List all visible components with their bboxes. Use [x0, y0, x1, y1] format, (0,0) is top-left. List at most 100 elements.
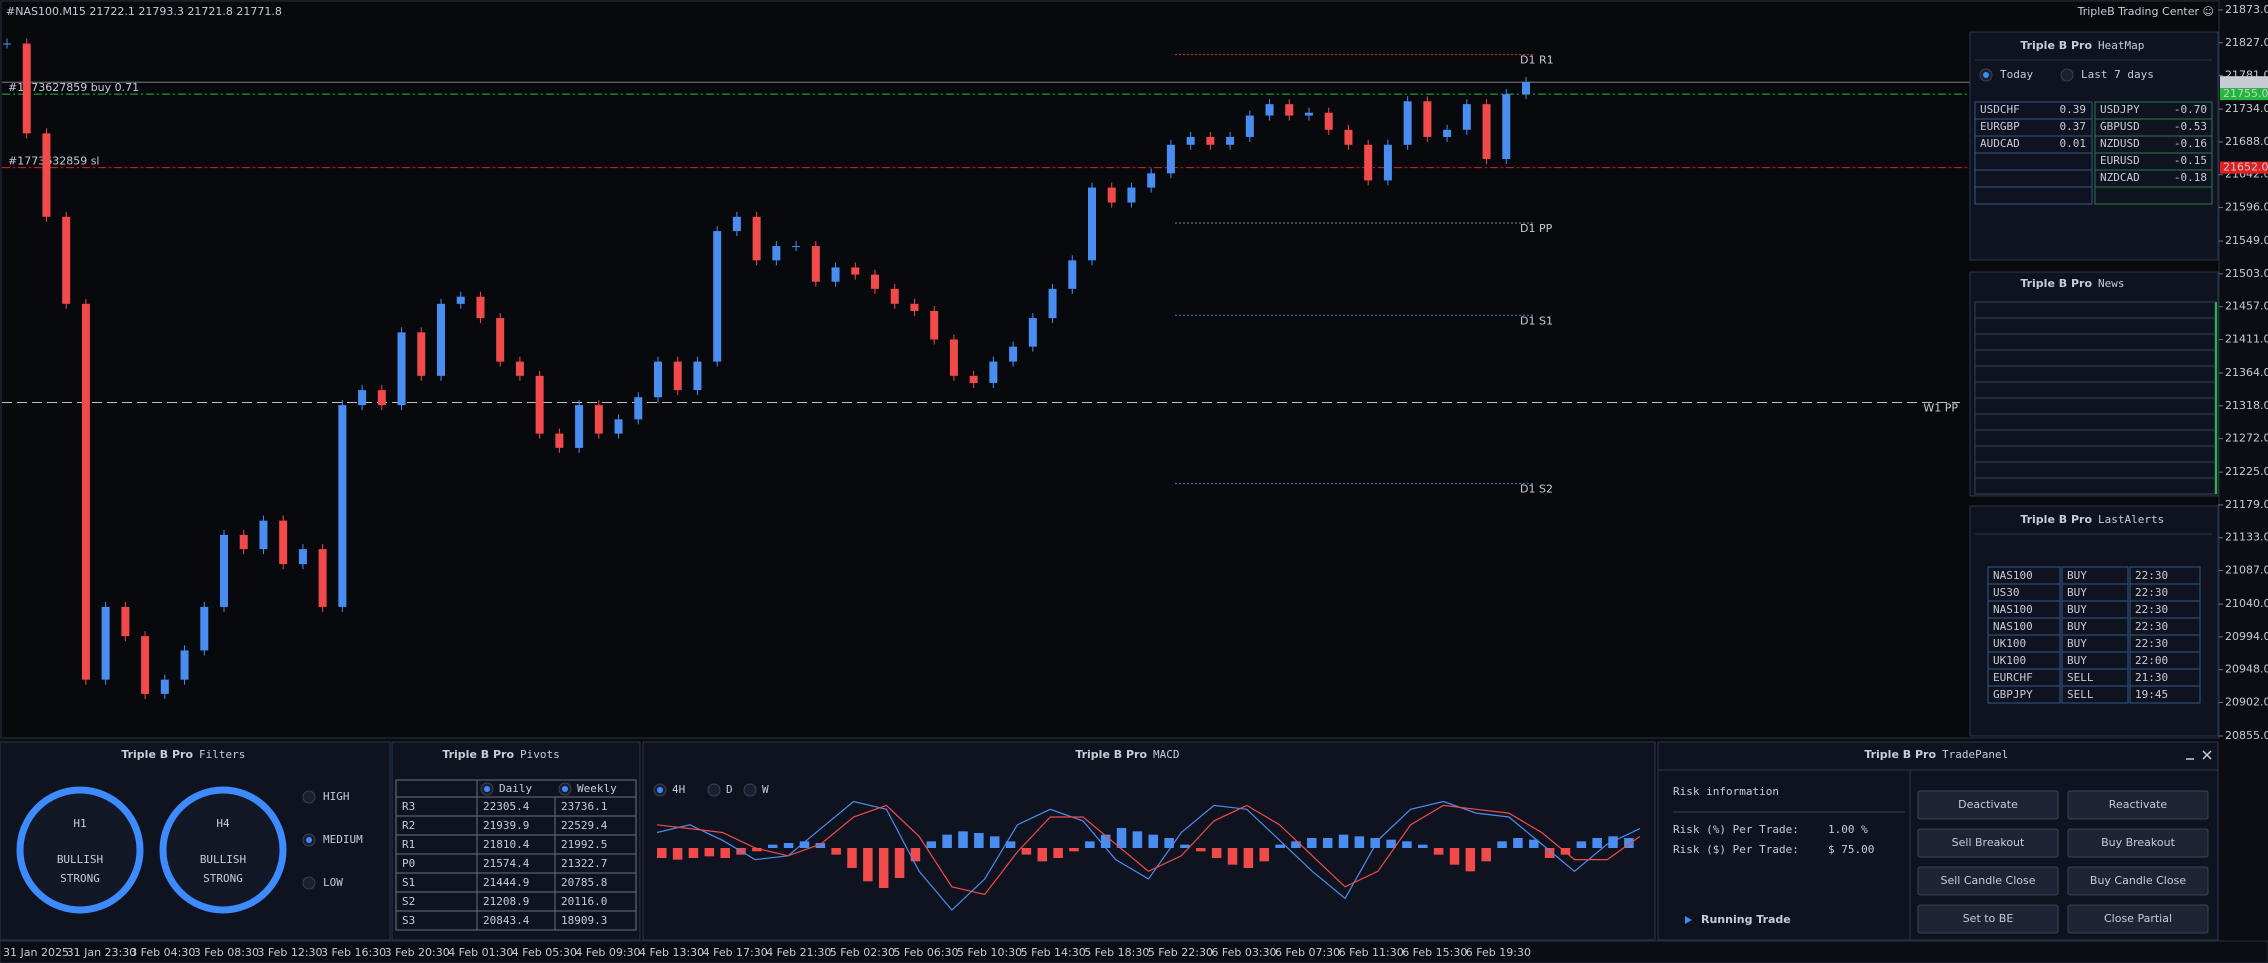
gauge-text: BULLISH — [57, 853, 103, 866]
macd-bar — [926, 841, 937, 848]
trade-button-label[interactable]: Sell Candle Close — [1940, 874, 2035, 887]
pivot-value: 22305.4 — [483, 800, 530, 813]
candle — [732, 216, 741, 232]
price-box-label: 21652.0 — [2223, 161, 2268, 174]
candle — [496, 318, 505, 362]
radio[interactable] — [302, 790, 316, 804]
trade-button[interactable] — [2067, 828, 2209, 858]
daily-level-label: D1 R1 — [1520, 54, 1554, 67]
radio-dot — [657, 787, 663, 793]
candle — [594, 405, 603, 434]
panel-brand: Triple B Pro — [1864, 748, 1936, 761]
gauge — [159, 786, 287, 914]
radio[interactable] — [302, 876, 316, 890]
trade-button-label[interactable]: Deactivate — [1958, 798, 2018, 811]
filter-level[interactable]: HIGH — [323, 790, 350, 803]
heat-value: -0.18 — [2174, 171, 2207, 184]
radio[interactable] — [743, 783, 757, 797]
price-box — [2220, 88, 2268, 101]
filter-level[interactable]: MEDIUM — [323, 833, 363, 846]
risk-label: Risk ($) Per Trade: — [1673, 843, 1799, 856]
candle — [180, 650, 189, 680]
panel — [1969, 505, 2219, 737]
macd-bar — [894, 848, 905, 878]
trade-button-label[interactable]: Set to BE — [1963, 912, 2014, 925]
trade-button-label[interactable]: Buy Breakout — [2101, 836, 2176, 849]
alert-side: BUY — [2067, 586, 2087, 599]
panel-brand: Triple B Pro — [121, 748, 193, 761]
candle — [871, 274, 879, 289]
trade-button-label[interactable]: Sell Breakout — [1952, 836, 2025, 849]
brand-label: TripleB Trading Center ☺ — [2077, 5, 2214, 18]
macd-timeframe[interactable]: W — [762, 783, 769, 796]
candle — [1305, 112, 1313, 116]
radio[interactable] — [2060, 68, 2074, 82]
macd-bar — [1481, 848, 1491, 862]
trade-button-label[interactable]: Buy Candle Close — [2090, 874, 2186, 887]
macd-bar — [1227, 848, 1238, 865]
macd-bar — [1259, 848, 1269, 862]
trade-button[interactable] — [2067, 790, 2209, 820]
macd-timeframe[interactable]: 4H — [672, 783, 685, 796]
y-tick-label: 21133.0 — [2225, 531, 2268, 544]
trade-button[interactable] — [1917, 790, 2059, 820]
last-price-box — [2220, 76, 2268, 89]
panel-brand: Triple B Pro — [2020, 277, 2092, 290]
candle — [772, 246, 781, 261]
candle — [949, 339, 958, 376]
x-tick-label: 6 Feb 11:30 — [1339, 946, 1404, 959]
macd-line — [656, 800, 1641, 911]
pivot-value: 23736.1 — [561, 800, 607, 813]
macd-bar — [1037, 848, 1048, 862]
x-tick-label: 4 Feb 09:30 — [575, 946, 640, 959]
candle — [1482, 104, 1491, 160]
pivot-value: 21444.9 — [483, 876, 529, 889]
macd-bar — [1243, 848, 1254, 868]
x-tick-label: 31 Jan 23:30 — [67, 946, 137, 959]
macd-bar — [1100, 834, 1111, 848]
candle — [259, 520, 268, 550]
heatmap-tab[interactable]: Last 7 days — [2081, 68, 2154, 81]
panel — [1969, 31, 2219, 261]
trade-button[interactable] — [1917, 828, 2059, 858]
macd-bar — [1624, 838, 1634, 848]
trade-button[interactable] — [1917, 904, 2059, 934]
pivot-value: 18909.3 — [561, 914, 607, 927]
macd-bar — [878, 848, 889, 888]
alert-side: BUY — [2067, 620, 2087, 633]
radio[interactable] — [707, 783, 721, 797]
macd-bar — [1544, 848, 1555, 858]
macd-bar — [958, 831, 968, 848]
candle — [752, 216, 761, 261]
x-tick-label: 3 Feb 08:30 — [194, 946, 259, 959]
gauge-text: STRONG — [60, 872, 100, 885]
heatmap-tab[interactable]: Today — [2000, 68, 2033, 81]
candle — [535, 375, 544, 434]
macd-bar — [1291, 841, 1301, 848]
trade-button-label[interactable]: Reactivate — [2109, 798, 2168, 811]
macd-timeframe[interactable]: D — [726, 783, 733, 796]
x-tick-label: 5 Feb 02:30 — [830, 946, 895, 959]
alert-time: 22:30 — [2135, 620, 2168, 633]
candle — [338, 405, 347, 607]
order-label: #1773632859 sl — [8, 155, 100, 168]
y-tick-label: 21688.0 — [2225, 135, 2268, 148]
macd-bar — [831, 848, 841, 855]
macd-bar — [1322, 838, 1333, 848]
y-tick-label: 21457.0 — [2225, 300, 2268, 313]
candle — [417, 332, 426, 376]
macd-bar — [1116, 828, 1127, 848]
running-trade[interactable]: Running Trade — [1701, 913, 1791, 926]
candle — [654, 361, 662, 398]
alert-side: BUY — [2067, 603, 2087, 616]
close-icon[interactable] — [2202, 750, 2212, 760]
trade-button-label[interactable]: Close Partial — [2104, 912, 2172, 925]
macd-bar — [1513, 838, 1523, 848]
trade-button[interactable] — [2067, 904, 2209, 934]
trade-button[interactable] — [2067, 866, 2209, 896]
pivot-value: P0 — [402, 857, 415, 870]
filter-level[interactable]: LOW — [323, 876, 343, 889]
trade-button[interactable] — [1917, 866, 2059, 896]
pivot-cell — [554, 910, 637, 931]
